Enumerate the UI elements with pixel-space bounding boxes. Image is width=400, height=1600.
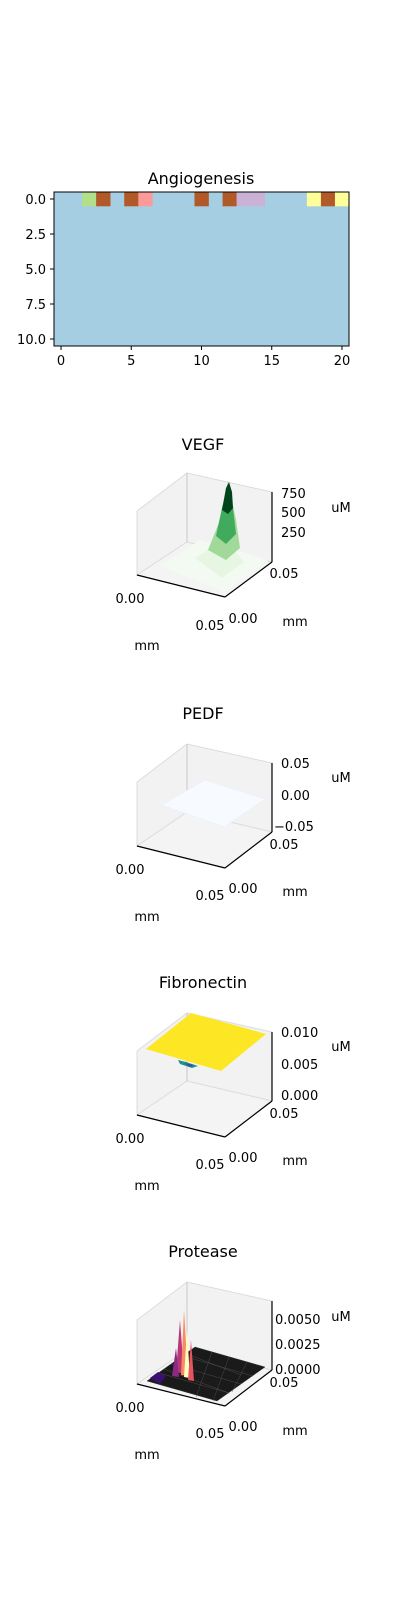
- vegf-x-label: mm: [134, 639, 159, 654]
- pedf-title: PEDF: [182, 704, 223, 723]
- pedf-x-label: mm: [134, 910, 159, 925]
- heatmap-cells: [82, 192, 350, 207]
- pedf-surface: [160, 779, 267, 828]
- heatmap-cell: [138, 192, 153, 207]
- heatmap-y-tick-label: 0.0: [25, 193, 46, 208]
- pedf-y-label: mm: [282, 885, 307, 900]
- fibronectin-surface: [146, 1013, 266, 1071]
- pedf-y-tick-1: 0.05: [270, 838, 299, 853]
- fibronectin-y-tick-0: 0.00: [229, 1151, 258, 1166]
- heatmap-x-tick-label: 5: [127, 354, 135, 369]
- heatmap-y-tick-label: 7.5: [25, 298, 46, 313]
- heatmap-y-tick-label: 5.0: [25, 263, 46, 278]
- vegf-surface: [160, 482, 268, 592]
- heatmap-y-tick-label: 10.0: [17, 333, 46, 348]
- pedf-z-tick-1: 0.00: [281, 789, 310, 804]
- protease-x-label: mm: [134, 1448, 159, 1463]
- vegf-y-tick-0: 0.00: [229, 612, 258, 627]
- heatmap-cell: [194, 192, 209, 207]
- pedf-panel: PEDF 0.00 0.05 0.00 0.05 0.05 0.00 −0.05…: [116, 704, 351, 925]
- fibronectin-z-tick-0: 0.010: [281, 1026, 318, 1041]
- fibronectin-y-label: mm: [282, 1154, 307, 1169]
- pedf-y-tick-0: 0.00: [229, 882, 258, 897]
- heatmap-background: [54, 192, 349, 346]
- pedf-x-tick-0: 0.00: [116, 863, 145, 878]
- vegf-z-tick-0: 250: [281, 526, 306, 541]
- heatmap-x-axis: 0 5 10 15 20: [57, 346, 350, 369]
- protease-y-label: mm: [282, 1424, 307, 1439]
- pedf-z-tick-2: −0.05: [274, 820, 314, 835]
- vegf-z-label: uM: [331, 501, 350, 516]
- heatmap-title: Angiogenesis: [148, 169, 255, 188]
- heatmap-cell: [124, 192, 139, 207]
- fibronectin-x-tick-0: 0.00: [116, 1132, 145, 1147]
- pedf-z-label: uM: [331, 771, 350, 786]
- vegf-title: VEGF: [182, 435, 225, 454]
- heatmap-cell: [236, 192, 251, 207]
- fibronectin-panel: Fibronectin 0.00 0.05 0.00 0.05 0.010 0.…: [116, 973, 351, 1194]
- vegf-y-label: mm: [282, 615, 307, 630]
- heatmap-x-tick-label: 0: [57, 354, 65, 369]
- protease-surface: [146, 1310, 266, 1402]
- protease-z-tick-0: 0.0050: [275, 1313, 321, 1328]
- pedf-z-tick-0: 0.05: [281, 757, 310, 772]
- vegf-z-tick-1: 500: [281, 506, 306, 521]
- protease-y-tick-1: 0.05: [270, 1376, 299, 1391]
- fibronectin-y-tick-1: 0.05: [270, 1107, 299, 1122]
- protease-z-tick-2: 0.0000: [275, 1363, 321, 1378]
- protease-axis-lines: [136, 1301, 273, 1407]
- fibronectin-title: Fibronectin: [159, 973, 247, 992]
- vegf-y-tick-1: 0.05: [270, 567, 299, 582]
- heatmap-x-tick-label: 10: [193, 354, 210, 369]
- vegf-x-tick-0: 0.00: [116, 592, 145, 607]
- heatmap-cell: [320, 192, 336, 207]
- vegf-panel: VEGF 0.00 0.05 0.00 0.05 250 500 750 mm …: [116, 435, 351, 654]
- vegf-z-tick-2: 750: [281, 487, 306, 502]
- heatmap-x-tick-label: 15: [263, 354, 280, 369]
- heatmap-panel: Angiogenesis 0 5 10 15 20 0.0 2.5 5.0 7.5 10.0: [17, 169, 350, 369]
- vegf-axis-lines: [136, 492, 273, 598]
- heatmap-y-axis: 0.0 2.5 5.0 7.5 10.0: [17, 193, 54, 348]
- protease-z-label: uM: [331, 1310, 350, 1325]
- heatmap-cell: [82, 192, 97, 207]
- heatmap-cell: [96, 192, 111, 207]
- protease-x-tick-1: 0.05: [196, 1427, 225, 1442]
- protease-title: Protease: [168, 1242, 237, 1261]
- fibronectin-axis-lines: [136, 1032, 273, 1138]
- fibronectin-x-tick-1: 0.05: [196, 1158, 225, 1173]
- fibronectin-z-label: uM: [331, 1040, 350, 1055]
- heatmap-cell: [306, 192, 322, 207]
- protease-z-tick-1: 0.0025: [275, 1338, 321, 1353]
- vegf-x-tick-1: 0.05: [196, 619, 225, 634]
- heatmap-x-tick-label: 20: [334, 354, 351, 369]
- heatmap-cell: [250, 192, 266, 207]
- protease-panel: Protease: [116, 1242, 351, 1463]
- pedf-x-tick-1: 0.05: [196, 889, 225, 904]
- protease-x-tick-0: 0.00: [116, 1401, 145, 1416]
- heatmap-cell: [222, 192, 237, 207]
- fibronectin-x-label: mm: [134, 1179, 159, 1194]
- fibronectin-z-tick-2: 0.000: [281, 1089, 318, 1104]
- fibronectin-z-tick-1: 0.005: [281, 1058, 318, 1073]
- protease-y-tick-0: 0.00: [229, 1420, 258, 1435]
- heatmap-cell: [334, 192, 350, 207]
- pedf-axis-lines: [136, 763, 273, 869]
- heatmap-y-tick-label: 2.5: [25, 228, 46, 243]
